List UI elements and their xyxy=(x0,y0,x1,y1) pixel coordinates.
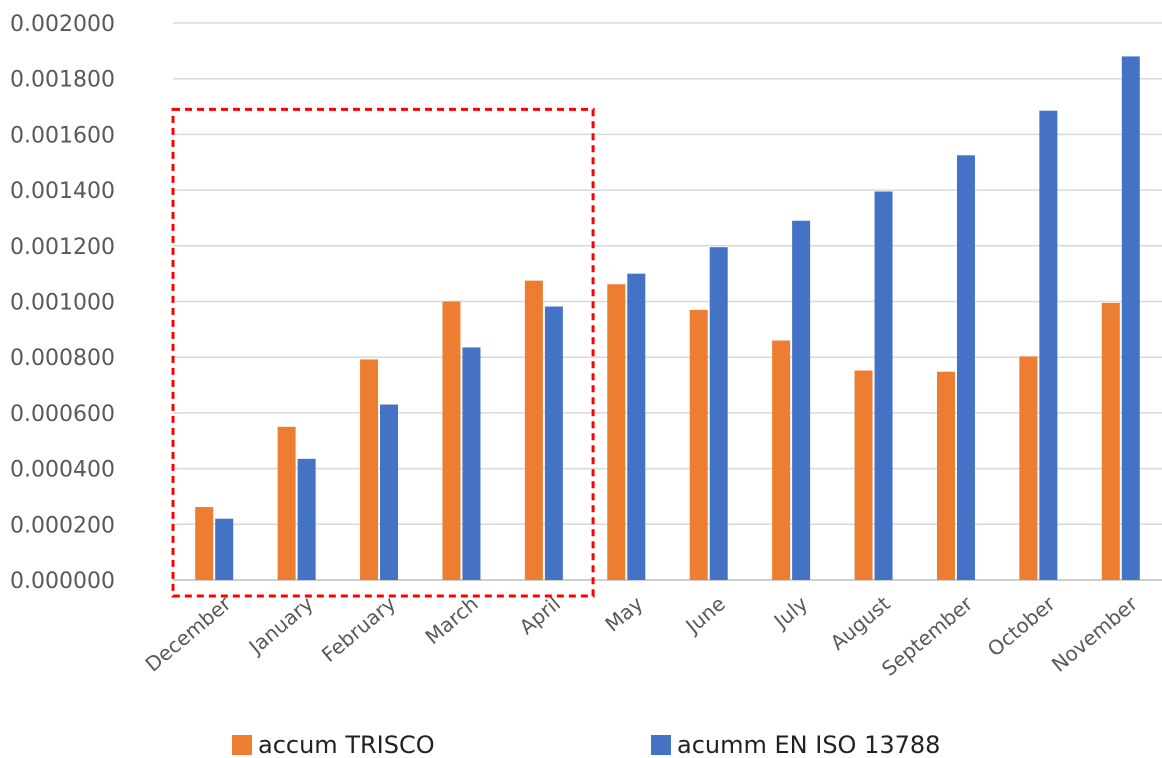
y-tick-label: 0.001200 xyxy=(10,235,115,260)
y-tick-label: 0.000200 xyxy=(10,513,115,538)
bar-accum-trisco xyxy=(524,280,543,580)
x-category-label: December xyxy=(141,591,236,677)
x-axis-category-labels: December January February March April May June… xyxy=(141,591,1143,681)
bar-acumm-en-iso-13788 xyxy=(1121,56,1140,581)
highlight-rectangle xyxy=(171,107,595,598)
y-tick-label: 0.002000 xyxy=(10,12,115,37)
y-tick-label: 0.001400 xyxy=(10,179,115,204)
x-category-label: November xyxy=(1047,591,1143,677)
bar-acumm-en-iso-13788 xyxy=(1039,110,1058,580)
bar-accum-trisco xyxy=(1019,356,1038,580)
bar-accum-trisco xyxy=(772,340,791,580)
y-tick-label: 0.000400 xyxy=(10,458,115,483)
bar-acumm-en-iso-13788 xyxy=(544,306,563,580)
x-category-label: September xyxy=(877,591,978,681)
bar-acumm-en-iso-13788 xyxy=(627,273,646,580)
bar-acumm-en-iso-13788 xyxy=(874,191,893,580)
x-category-label: April xyxy=(515,591,565,639)
bar-accum-trisco xyxy=(1101,302,1120,580)
legend-swatch xyxy=(651,735,671,755)
x-category-label: February xyxy=(317,591,400,666)
bar-accum-trisco xyxy=(360,359,379,580)
legend-label: accum TRISCO xyxy=(258,731,435,758)
x-category-label: August xyxy=(826,591,895,654)
bars xyxy=(195,56,1140,581)
bar-acumm-en-iso-13788 xyxy=(462,347,481,580)
x-category-label: May xyxy=(600,591,647,636)
x-category-label: June xyxy=(680,591,730,639)
bar-acumm-en-iso-13788 xyxy=(792,220,811,581)
y-tick-label: 0.000000 xyxy=(10,569,115,594)
y-axis-tick-labels: 0.000000 0.000200 0.000400 0.000600 0.000800… xyxy=(10,12,115,594)
bar-acumm-en-iso-13788 xyxy=(956,155,975,580)
bar-accum-trisco xyxy=(854,370,873,580)
bar-accum-trisco xyxy=(442,301,461,580)
bar-accum-trisco xyxy=(277,426,296,580)
gridlines xyxy=(173,22,1162,581)
x-category-label: July xyxy=(768,591,813,634)
bar-acumm-en-iso-13788 xyxy=(215,518,234,580)
y-tick-label: 0.000800 xyxy=(10,346,115,371)
bar-accum-trisco xyxy=(689,309,708,580)
bar-acumm-en-iso-13788 xyxy=(709,247,728,580)
y-tick-label: 0.000600 xyxy=(10,402,115,427)
highlight-box xyxy=(171,107,595,598)
x-category-label: January xyxy=(243,591,318,660)
x-category-label: October xyxy=(983,591,1060,661)
bar-accum-trisco xyxy=(936,371,955,580)
bar-accum-trisco xyxy=(607,284,626,580)
bar-acumm-en-iso-13788 xyxy=(380,404,399,580)
legend-swatch xyxy=(232,735,252,755)
bar-acumm-en-iso-13788 xyxy=(297,458,316,580)
legend-label: acumm EN ISO 13788 xyxy=(677,731,940,758)
y-tick-label: 0.001800 xyxy=(10,68,115,93)
y-tick-label: 0.001600 xyxy=(10,123,115,148)
bar-accum-trisco xyxy=(195,507,214,580)
x-category-label: March xyxy=(421,591,483,649)
y-tick-label: 0.001000 xyxy=(10,291,115,316)
legend: accum TRISCO acumm EN ISO 13788 xyxy=(232,731,940,758)
